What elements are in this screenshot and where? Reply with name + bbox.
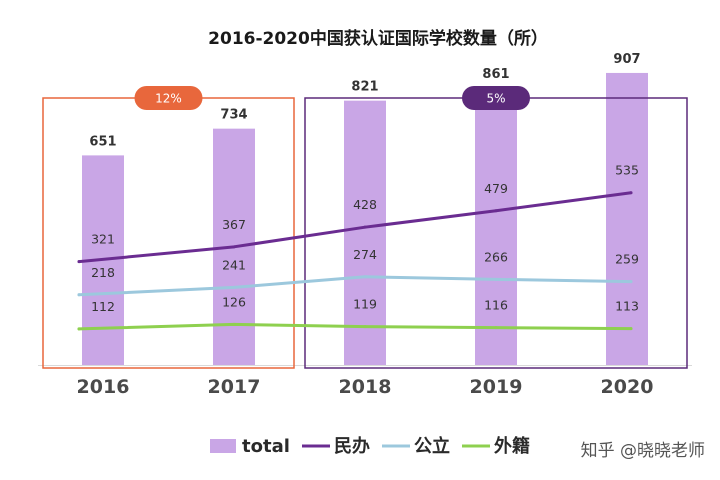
- line-point-2-2016: [77, 293, 81, 297]
- line-point-1-2018: [363, 225, 367, 229]
- line-label-1-2016: 321: [91, 232, 115, 247]
- legend-label-1: total: [242, 436, 290, 457]
- bar-label-2020: 907: [613, 52, 640, 67]
- line-label-1-2019: 479: [484, 181, 508, 196]
- x-tick-2019: 2019: [470, 376, 523, 398]
- chart-title: 2016-2020中国获认证国际学校数量（所）: [208, 28, 548, 49]
- annotation-badge-2: [462, 86, 530, 110]
- line-label-1-2018: 428: [353, 197, 377, 212]
- annotation-badge-1: [134, 86, 203, 110]
- annotation-badge-label-2: 5%: [486, 92, 505, 106]
- x-tick-2018: 2018: [339, 376, 392, 398]
- line-label-3-2020: 113: [615, 299, 639, 314]
- x-tick-2017: 2017: [208, 376, 261, 398]
- bar-total-2019: [475, 87, 517, 366]
- line-label-2-2019: 266: [484, 249, 508, 264]
- legend-label-2: 民办: [334, 435, 370, 457]
- line-label-1-2020: 535: [615, 163, 639, 178]
- bar-label-2018: 821: [351, 80, 378, 95]
- line-point-2-2017: [232, 285, 236, 289]
- bar-label-2017: 734: [220, 108, 247, 123]
- line-point-2-2019: [494, 277, 498, 281]
- x-tick-2020: 2020: [601, 376, 654, 398]
- line-point-2-2018: [363, 275, 367, 279]
- line-point-2-2020: [629, 280, 633, 284]
- line-label-2-2017: 241: [222, 257, 246, 272]
- line-point-1-2017: [232, 245, 236, 249]
- line-label-2-2018: 274: [353, 247, 377, 262]
- watermark: 知乎 @晓晓老师: [581, 441, 705, 461]
- line-point-3-2018: [363, 325, 367, 329]
- line-point-3-2019: [494, 326, 498, 330]
- legend-label-4: 外籍: [494, 435, 530, 457]
- line-point-3-2016: [77, 327, 81, 331]
- line-label-3-2018: 119: [353, 297, 377, 312]
- line-label-3-2019: 116: [484, 298, 508, 313]
- annotation-badge-label-1: 12%: [155, 92, 182, 106]
- line-point-3-2017: [232, 322, 236, 326]
- bar-total-2018: [344, 100, 386, 365]
- bar-total-2020: [606, 72, 648, 366]
- line-label-2-2020: 259: [615, 252, 639, 267]
- line-label-3-2017: 126: [222, 294, 246, 309]
- legend-label-3: 公立: [414, 435, 450, 457]
- line-label-1-2017: 367: [222, 217, 246, 232]
- line-label-2-2016: 218: [91, 265, 115, 280]
- line-point-1-2019: [494, 209, 498, 213]
- bar-label-2019: 861: [482, 67, 509, 82]
- line-point-1-2020: [629, 191, 633, 195]
- legend: total 民办 公立 外籍: [210, 435, 530, 457]
- bar-label-2016: 651: [89, 134, 116, 149]
- line-point-3-2020: [629, 327, 633, 331]
- line-point-1-2016: [77, 260, 81, 264]
- legend-swatch-1: [210, 439, 236, 453]
- line-label-3-2016: 112: [91, 299, 115, 314]
- plot-area: 651 734 821 861 907 2016 2017 2018 2019 2020 12% 5%…: [38, 52, 692, 398]
- x-tick-2016: 2016: [77, 376, 130, 398]
